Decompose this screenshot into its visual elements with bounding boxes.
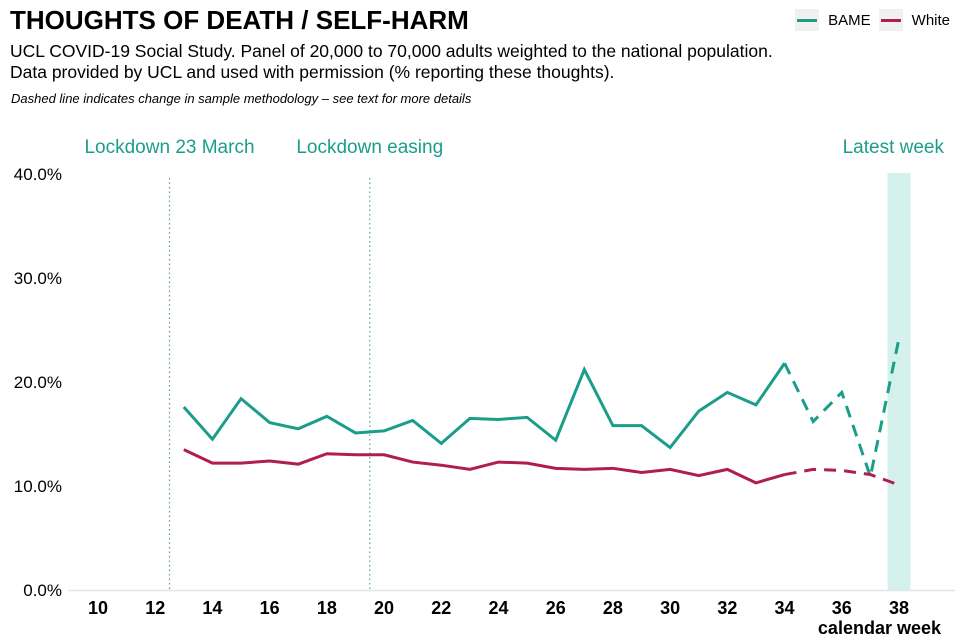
subtitle-line-2: Data provided by UCL and used with permi… (10, 62, 615, 82)
x-tick-label: 26 (546, 598, 566, 618)
y-tick-label: 20.0% (14, 373, 62, 392)
chart-subtitle: UCL COVID-19 Social Study. Panel of 20,0… (10, 41, 773, 83)
latest-week-highlight (887, 173, 911, 590)
legend-label-bame: BAME (828, 11, 871, 29)
x-tick-label: 12 (145, 598, 165, 618)
subtitle-line-1: UCL COVID-19 Social Study. Panel of 20,0… (10, 41, 773, 61)
annotation-lockdown-easing: Lockdown easing (296, 137, 443, 158)
series-bame-solid-line (182, 362, 786, 450)
y-tick-label: 40.0% (14, 165, 62, 184)
x-tick-label: 10 (88, 598, 108, 618)
y-tick-label: 10.0% (14, 477, 62, 496)
annotation-latest-week: Latest week (843, 137, 945, 158)
x-tick-label: 28 (603, 598, 623, 618)
annotation-lockdown-23-march: Lockdown 23 March (84, 137, 254, 158)
legend-item-white: White (878, 9, 950, 31)
legend-swatch-white (878, 9, 903, 31)
series-bame-dashed-line (783, 338, 901, 483)
x-tick-label: 16 (260, 598, 280, 618)
x-axis-title: calendar week (818, 618, 942, 638)
x-tick-label: 30 (660, 598, 680, 618)
x-tick-label: 14 (202, 598, 222, 618)
x-tick-label: 20 (374, 598, 394, 618)
legend-item-bame: BAME (795, 9, 871, 31)
x-tick-label: 34 (775, 598, 795, 618)
x-tick-label: 24 (488, 598, 508, 618)
y-tick-label: 30.0% (14, 269, 62, 288)
legend: BAME White (787, 9, 950, 31)
x-tick-label: 38 (889, 598, 909, 618)
legend-swatch-bame (795, 9, 820, 31)
methodology-note: Dashed line indicates change in sample m… (11, 91, 472, 106)
x-tick-label: 22 (431, 598, 451, 618)
x-tick-label: 36 (832, 598, 852, 618)
x-tick-label: 32 (717, 598, 737, 618)
y-tick-label: 0.0% (23, 581, 62, 600)
x-tick-label: 18 (317, 598, 337, 618)
series-white-solid-line (183, 448, 785, 485)
legend-label-white: White (911, 11, 950, 29)
chart-title: THOUGHTS OF DEATH / SELF-HARM (10, 5, 469, 35)
